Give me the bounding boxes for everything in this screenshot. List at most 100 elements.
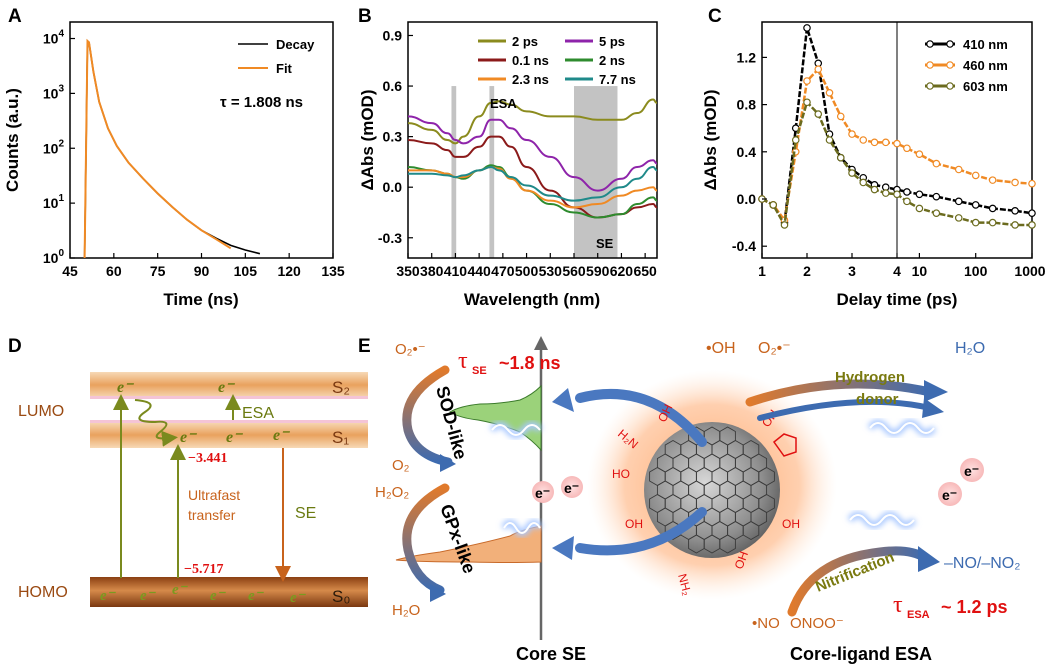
- gpx-arc-arrowhead: [430, 584, 446, 602]
- y-tick-label-c: -0.4: [732, 238, 756, 254]
- electron-center-1: e⁻: [535, 485, 550, 501]
- group-ho-left: HO: [612, 467, 630, 481]
- electron-s0-2: e⁻: [140, 588, 157, 604]
- electron-s2-1: e⁻: [117, 379, 134, 396]
- core-to-gpx-arrowhead: [552, 536, 574, 560]
- nitrification-arrowhead: [918, 546, 940, 572]
- data-point-603-nm: [1028, 221, 1036, 229]
- electron-s0-5: e⁻: [248, 588, 265, 604]
- y-tick-label-c: 0.8: [737, 97, 757, 113]
- data-point-410-nm: [1011, 207, 1019, 215]
- sod-arc-arrowhead: [440, 454, 456, 472]
- data-point-410-nm: [932, 192, 941, 201]
- energy-lumo: −3.441: [188, 451, 227, 466]
- y-tick-label-b: 0.0: [383, 179, 403, 195]
- panel-c: C 1 2 3 4 10 100 1000 -0.40.00.40.81.2 410 nm4…: [701, 6, 1046, 309]
- data-point-603-nm: [1011, 221, 1019, 229]
- nitrification-arrow: [787, 546, 930, 617]
- group-oh-right: OH: [782, 517, 800, 531]
- data-point-460-nm: [803, 77, 811, 85]
- pyrrole-ring: [772, 433, 797, 457]
- level-s2-band: [90, 372, 368, 398]
- x-axis-label-c: Delay time (ps): [837, 290, 958, 309]
- y-tick-label-c: 1.2: [737, 49, 757, 65]
- group-oh-top: OH: [655, 402, 675, 424]
- electron-s0-4: e⁻: [210, 588, 227, 604]
- donor-label: donor: [856, 391, 899, 408]
- legend-label-c: 410 nm: [963, 37, 1008, 52]
- x-tick-label-a: 45: [62, 263, 78, 279]
- electron-s1-3: e⁻: [273, 427, 290, 444]
- wave-3: [869, 422, 935, 434]
- data-point-460-nm: [881, 138, 890, 147]
- o2-radical-left: O₂•⁻: [395, 341, 426, 358]
- core-to-gpx-arrow: [575, 507, 707, 556]
- y-axis-label-a: Counts (a.u.): [3, 88, 22, 192]
- group-nh2-bottom: NH₂: [675, 572, 694, 597]
- wave-2: [503, 522, 541, 534]
- x-tick-label-b: 620: [610, 263, 634, 279]
- data-point-603-nm: [848, 169, 856, 177]
- x-tick-label-c-log: 10: [912, 263, 928, 279]
- wave-4: [849, 514, 915, 526]
- tau-esa-symbol: τ: [893, 592, 903, 618]
- data-point-603-nm: [870, 185, 879, 194]
- electron-s0-1: e⁻: [100, 588, 117, 604]
- lattice-hexagon: [719, 534, 736, 554]
- y-tick-label-b: -0.3: [378, 230, 402, 246]
- data-point-460-nm: [848, 130, 856, 138]
- data-point-603-nm: [903, 197, 911, 206]
- wave-1: [491, 424, 541, 436]
- legend-c: 410 nm 460 nm 603 nm: [925, 37, 1008, 94]
- x-tick-label-c: 3: [848, 263, 856, 279]
- y-tick-label-a: 100: [43, 248, 65, 266]
- legend-b: 2 ps 5 ps 0.1 ns 2 ns 2.3 ns 7.7 ns: [478, 34, 636, 87]
- data-point-603-nm: [769, 201, 778, 209]
- group-oh-left-bottom: OH: [625, 517, 643, 531]
- sod-arc-arrow: [402, 365, 453, 467]
- panel-d: D LUMO HOMO S₂ S₁ S₀ e⁻ e⁻ e⁻ e⁻ e⁻ e⁻ e…: [8, 336, 368, 607]
- panel-label-c: C: [708, 6, 722, 27]
- data-point-603-nm: [893, 190, 901, 199]
- data-point-460-nm: [971, 171, 980, 180]
- hydrogen-donor-arrowhead-lower: [922, 398, 944, 418]
- x-tick-label-b: 590: [586, 263, 610, 279]
- highlight-band-3: [574, 86, 618, 258]
- data-point-460-nm: [814, 65, 823, 74]
- series-line-7.7-ns: [408, 165, 658, 202]
- legend-label-b: 2.3 ns: [512, 72, 549, 87]
- electron-s1-1: e⁻: [180, 429, 197, 446]
- x-tick-label-c: 2: [803, 263, 811, 279]
- tau-esa-subscript: ESA: [907, 609, 930, 621]
- x-tick-label-b: 560: [562, 263, 586, 279]
- series-line-2-ps: [407, 98, 658, 145]
- legend-marker-c: [946, 61, 954, 69]
- legend-label-c: 460 nm: [963, 58, 1008, 73]
- panel-label-a: A: [8, 6, 22, 27]
- panel-a: A 45 60 75 90 105 120 135 100 101 102 103 104 Time…: [3, 6, 345, 309]
- x-tick-label-b: 410: [444, 263, 468, 279]
- data-point-460-nm: [988, 176, 997, 184]
- state-label-s1: S₁: [332, 428, 349, 447]
- core-to-sod-arrow: [575, 388, 707, 447]
- highlight-band-1: [451, 86, 457, 258]
- data-point-460-nm: [870, 138, 879, 147]
- level-s1-band: [90, 422, 368, 448]
- x-tick-label-c: 4: [893, 263, 901, 279]
- legend-label-b: 0.1 ns: [512, 53, 549, 68]
- graphitic-lattice: [649, 426, 775, 554]
- series-line-decay: [83, 39, 261, 259]
- data-point-603-nm: [915, 204, 924, 213]
- hydroxyl-radical: •OH: [706, 340, 736, 357]
- onoo-reactant: ONOO⁻: [790, 615, 844, 632]
- series-line-5-ps: [407, 115, 658, 192]
- data-point-603-nm: [803, 98, 811, 107]
- band-label-esa: ESA: [490, 96, 517, 111]
- electron-right-2: e⁻: [942, 487, 957, 503]
- panel-b: B 350 380 410 440 470 500 530 560 590 620 650 -0.3…: [358, 6, 658, 309]
- tau-se-value: ~1.8 ns: [499, 353, 561, 373]
- transfer-label-2: transfer: [188, 507, 236, 523]
- lattice-hexagon: [742, 520, 760, 541]
- o2-radical-right: O₂•⁻: [758, 340, 791, 357]
